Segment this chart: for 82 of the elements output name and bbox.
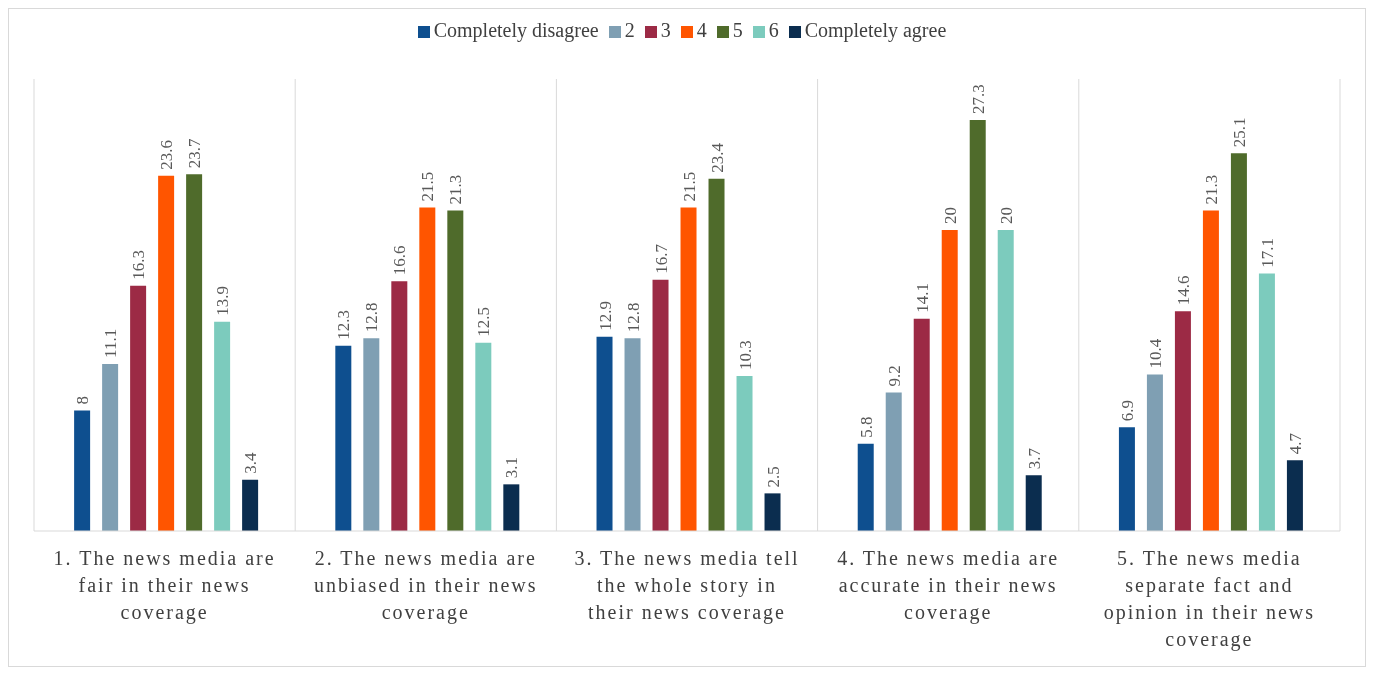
bar: [503, 484, 520, 531]
data-label: 3.4: [241, 452, 261, 474]
data-label: 10.4: [1145, 338, 1165, 369]
x-tick-label: 1. The news media are fair in their news coverage: [53, 547, 276, 624]
x-tick-label: 3. The news media tell the whole story in their news coverage: [574, 547, 800, 624]
data-label: 25.1: [1229, 117, 1249, 148]
data-label: 12.8: [362, 302, 382, 333]
bar: [102, 363, 119, 531]
legend-label: 5: [732, 19, 743, 41]
data-label: 12.9: [595, 301, 615, 331]
data-label: 12.5: [474, 307, 494, 337]
data-label: 27.3: [968, 84, 988, 115]
bar: [736, 375, 753, 531]
data-label: 21.3: [1201, 174, 1221, 205]
bar: [885, 392, 902, 531]
bar: [419, 207, 436, 531]
bar: [857, 443, 874, 531]
data-label: 3.7: [1024, 447, 1044, 470]
data-label: 12.3: [334, 310, 354, 340]
bar: [624, 338, 641, 531]
data-label: 21.3: [446, 174, 466, 205]
data-label: 23.4: [707, 142, 727, 173]
bar: [475, 342, 492, 531]
bar: [1174, 311, 1191, 531]
x-tick-label: 4. The news media are accurate in their news coverage: [837, 547, 1060, 624]
bar: [363, 338, 380, 531]
bar: [242, 479, 259, 531]
bar: [335, 345, 352, 531]
data-label: 12.8: [623, 302, 643, 333]
data-label: 23.6: [157, 140, 177, 170]
legend-label: Completely disagree: [433, 19, 599, 41]
data-label: 23.7: [185, 138, 205, 169]
bar: [913, 318, 930, 531]
data-label: 2.5: [763, 466, 783, 488]
data-label: 21.5: [418, 171, 438, 202]
data-label: 16.6: [390, 245, 410, 276]
bar: [941, 229, 958, 531]
data-label: 21.5: [679, 171, 699, 202]
bar: [652, 279, 669, 531]
bar: [391, 281, 408, 531]
bar: [158, 175, 175, 531]
bar: [1025, 475, 1042, 531]
data-label: 20: [996, 206, 1016, 224]
data-label: 11.1: [101, 328, 121, 358]
data-label: 5.8: [856, 416, 876, 438]
bar: [1230, 153, 1247, 531]
bar: [186, 174, 203, 531]
legend-label: 3: [660, 19, 671, 41]
data-label: 3.1: [502, 457, 522, 479]
bar: [214, 321, 231, 531]
bar: [1146, 374, 1163, 531]
bar: [680, 207, 697, 531]
legend-label: Completely agree: [804, 19, 947, 41]
data-label: 8: [73, 396, 93, 405]
bar: [1286, 460, 1303, 531]
bar: [997, 229, 1014, 531]
data-label: 17.1: [1257, 237, 1277, 268]
data-label: 20: [940, 206, 960, 224]
data-label: 6.9: [1117, 399, 1137, 422]
bar: [130, 285, 147, 531]
bar: [708, 178, 725, 531]
bar: [1118, 427, 1135, 531]
bar: [447, 210, 464, 531]
x-tick-label: 5. The news media separate fact and opinion in their news coverage: [1103, 547, 1316, 651]
data-label: 14.1: [912, 283, 932, 313]
bar: [1258, 273, 1275, 531]
legend-label: 6: [768, 19, 779, 41]
data-label: 16.7: [651, 243, 671, 274]
bar: [1202, 210, 1219, 531]
bar: [74, 410, 91, 531]
bar: [969, 120, 986, 531]
data-label: 10.3: [735, 340, 755, 370]
legend-label: 2: [624, 19, 635, 41]
bar: [764, 493, 781, 531]
data-label: 13.9: [213, 286, 233, 316]
x-tick-label: 2. The news media are unbiased in their news coverage: [314, 547, 538, 624]
legend-label: 4: [696, 19, 707, 41]
data-label: 9.2: [884, 365, 904, 387]
bar: [596, 336, 613, 531]
data-label: 14.6: [1173, 275, 1193, 306]
data-label: 16.3: [129, 249, 149, 280]
data-label: 4.7: [1285, 432, 1305, 455]
